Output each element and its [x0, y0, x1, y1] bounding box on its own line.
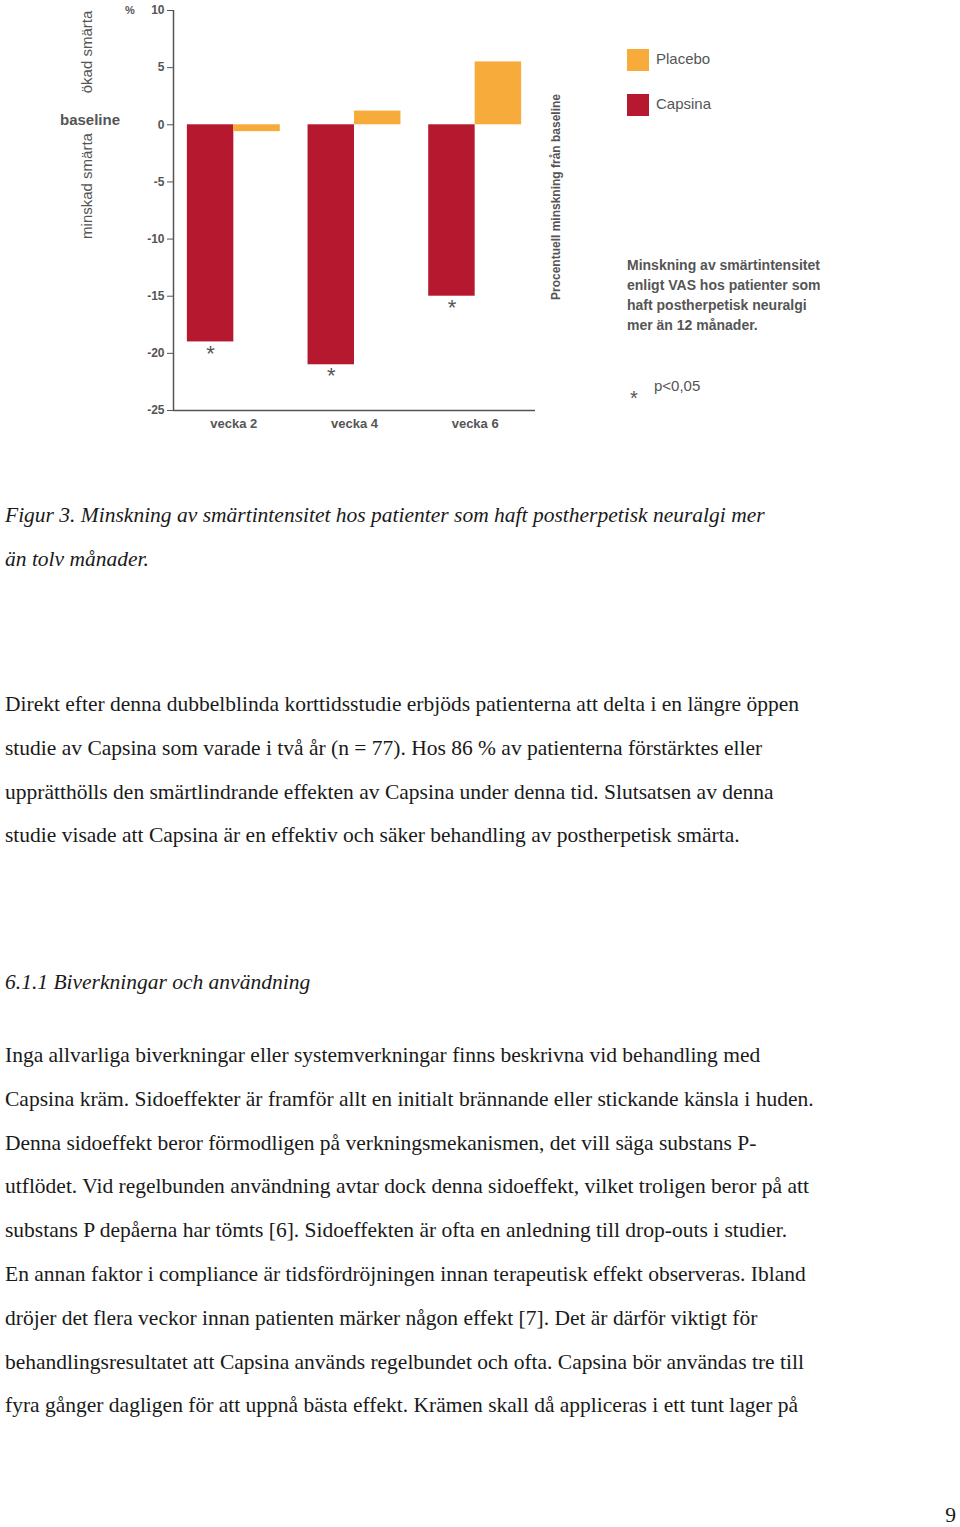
html-text:studie visade att Capsina är e: studie visade att Capsina är en effektiv… — [5, 823, 740, 848]
svg-text:Minskning av smärtintensitet: Minskning av smärtintensitet — [627, 257, 820, 273]
svg-text:minskad smärta: minskad smärta — [78, 132, 95, 239]
svg-text:-25: -25 — [147, 403, 165, 417]
html-text:dröjer det flera veckor innan: dröjer det flera veckor innan patienten … — [5, 1305, 758, 1330]
html-text:behandlingsresultatet att Caps: behandlingsresultatet att Capsina använd… — [5, 1349, 804, 1374]
svg-text:*: * — [630, 387, 638, 409]
svg-text:%: % — [125, 4, 135, 16]
svg-text:*: * — [206, 341, 215, 366]
svg-text:haft postherpetisk neuralgi: haft postherpetisk neuralgi — [627, 297, 807, 313]
html-text:utflödet. Vid regelbunden anvä: utflödet. Vid regelbunden användning avt… — [5, 1174, 809, 1199]
svg-text:baseline: baseline — [60, 111, 120, 128]
html-text:En annan faktor i compliance ä: En annan faktor i compliance är tidsförd… — [5, 1262, 806, 1286]
svg-text:-15: -15 — [147, 289, 165, 303]
html-text:substans P depåerna har tömts: substans P depåerna har tömts [6]. Sidoe… — [5, 1218, 788, 1243]
html-text:studie av Capsina som varade i: studie av Capsina som varade i två år (n… — [5, 735, 763, 760]
svg-text:5: 5 — [158, 60, 165, 74]
svg-text:10: 10 — [151, 3, 165, 17]
svg-text:0: 0 — [158, 118, 165, 132]
html-text:Figur 3. Minskning av smärtint: Figur 3. Minskning av smärtintensitet ho… — [5, 503, 765, 527]
html-text:Inga allvarliga biverkningar e: Inga allvarliga biverkningar eller syste… — [5, 1043, 761, 1067]
html-text:fyra gånger dagligen för att u: fyra gånger dagligen för att uppnå bästa… — [5, 1393, 798, 1418]
svg-text:vecka 4: vecka 4 — [331, 416, 379, 431]
svg-text:-5: -5 — [154, 175, 165, 189]
html-text:6.1.1 Biverkningar och användn: 6.1.1 Biverkningar och användning — [5, 970, 311, 994]
svg-text:p<0,05: p<0,05 — [654, 377, 700, 394]
html-text:9: 9 — [945, 1503, 956, 1527]
svg-text:mer än 12 månader.: mer än 12 månader. — [627, 317, 758, 333]
svg-text:enligt VAS hos patienter som: enligt VAS hos patienter som — [627, 277, 820, 293]
svg-text:Placebo: Placebo — [656, 50, 710, 67]
html-text:Denna sidoeffekt beror förmodl: Denna sidoeffekt beror förmodligen på ve… — [5, 1130, 757, 1155]
svg-text:vecka 6: vecka 6 — [452, 416, 499, 431]
svg-text:Procentuell minskning från bas: Procentuell minskning från baseline — [549, 94, 563, 300]
svg-text:-20: -20 — [147, 346, 165, 360]
svg-text:*: * — [448, 295, 457, 320]
svg-text:vecka 2: vecka 2 — [210, 416, 257, 431]
svg-text:-10: -10 — [147, 232, 165, 246]
html-text:än tolv månader.: än tolv månader. — [5, 546, 149, 571]
svg-text:Capsina: Capsina — [656, 95, 712, 112]
html-text:Capsina kräm. Sidoeffekter är: Capsina kräm. Sidoeffekter är framför al… — [5, 1086, 814, 1111]
html-text:Direkt efter denna dubbelblind: Direkt efter denna dubbelblinda korttids… — [5, 692, 799, 716]
html-text:upprätthölls den smärtlindrand: upprätthölls den smärtlindrande effekten… — [5, 779, 774, 804]
svg-text:*: * — [327, 363, 336, 388]
svg-text:ökad smärta: ökad smärta — [78, 10, 95, 93]
